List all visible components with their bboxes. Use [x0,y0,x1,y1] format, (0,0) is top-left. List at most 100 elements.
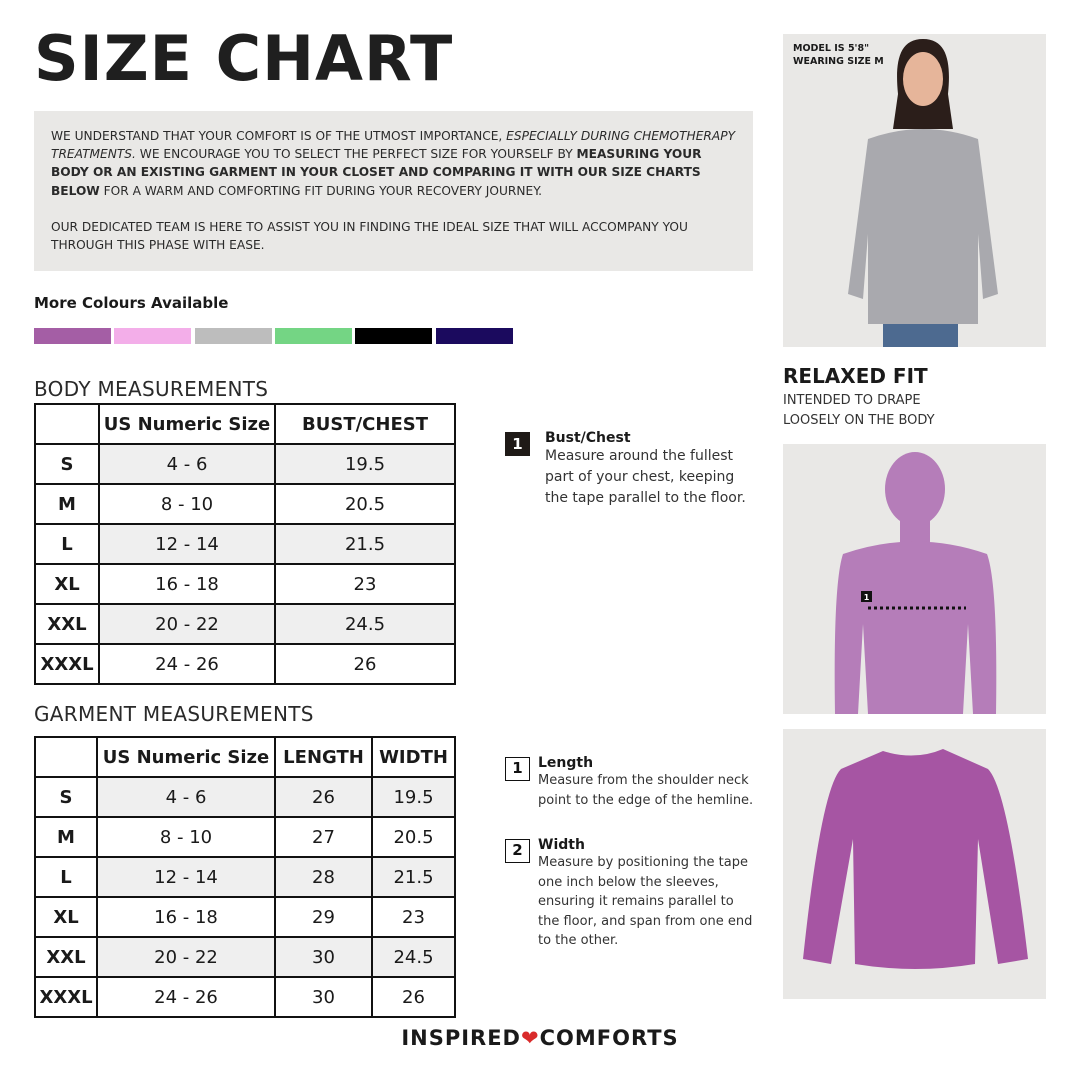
header-cell [34,403,100,445]
bust-guide-text: Bust/Chest Measure around the fullest pa… [545,430,760,509]
value-cell: 21.5 [274,523,456,565]
size-cell: L [34,856,98,898]
value-cell: 8 - 10 [96,816,276,858]
value-cell: 16 - 18 [96,896,276,938]
table-row: XL 16 - 18 29 23 [34,896,456,938]
step-number: 1 [505,757,530,781]
header-cell: US Numeric Size [96,736,276,778]
value-cell: 24 - 26 [98,643,276,685]
shirt-icon [803,749,1028,969]
garment-measurements-heading: GARMENT MEASUREMENTS [34,702,314,726]
value-cell: 19.5 [371,776,456,818]
table-row: XXXL 24 - 26 26 [34,643,456,685]
brand-right: COMFORTS [539,1026,679,1050]
colour-swatch[interactable] [274,328,352,344]
page-title: SIZE CHART [34,22,454,95]
value-cell: 20.5 [371,816,456,858]
guide-description: Measure from the shoulder neck point to … [538,773,754,808]
intro-paragraph-2: OUR DEDICATED TEAM IS HERE TO ASSIST YOU… [51,219,688,253]
fit-description: INTENDED TO DRAPE LOOSELY ON THE BODY [783,391,935,430]
value-cell: 30 [274,936,373,978]
header-cell: LENGTH [274,736,373,778]
value-cell: 28 [274,856,373,898]
colour-swatch[interactable] [355,328,433,344]
table-row: L 12 - 14 28 21.5 [34,856,456,898]
value-cell: 24.5 [371,936,456,978]
body-figure: 1 [783,444,1046,714]
colour-swatch[interactable] [34,328,111,344]
size-cell: M [34,483,100,525]
fit-title: RELAXED FIT [783,364,928,388]
step-number: 2 [505,839,530,863]
value-cell: 4 - 6 [96,776,276,818]
fit-text: INTENDED TO DRAPE [783,393,921,408]
garment-figure [783,729,1046,999]
bust-guide: 1 [505,432,530,456]
table-row: XXL 20 - 22 24.5 [34,603,456,645]
value-cell: 16 - 18 [98,563,276,605]
guide-description: Measure around the fullest part of your … [545,448,746,506]
size-cell: XXL [34,603,100,645]
value-cell: 23 [274,563,456,605]
value-cell: 29 [274,896,373,938]
value-cell: 26 [371,976,456,1018]
model-photo: MODEL IS 5'8" WEARING SIZE M [783,34,1046,347]
value-cell: 24.5 [274,603,456,645]
size-cell: XL [34,896,98,938]
table-row: XXXL 24 - 26 30 26 [34,976,456,1018]
width-guide: Width Measure by positioning the tape on… [538,837,758,951]
length-guide: Length Measure from the shoulder neck po… [538,755,758,810]
model-height: MODEL IS 5'8" [793,43,870,54]
value-cell: 26 [274,643,456,685]
value-cell: 26 [274,776,373,818]
intro-emphasis: ESPECIALLY DURING CHEMOTHERAPY TREATMENT… [51,129,736,162]
value-cell: 8 - 10 [98,483,276,525]
value-cell: 27 [274,816,373,858]
colour-swatch[interactable] [194,328,272,344]
value-cell: 20.5 [274,483,456,525]
chest-marker: 1 [864,593,870,602]
brand-left: INSPIRED [401,1026,521,1050]
guide-title: Length [538,755,594,771]
guide-title: Width [538,837,585,853]
header-cell [34,736,98,778]
colours-label: More Colours Available [34,294,229,312]
colour-swatch[interactable] [435,328,513,344]
heart-icon: ❤ [521,1026,540,1050]
intro-bold: MEASURING YOUR BODY OR AN EXISTING GARME… [51,147,702,198]
size-cell: L [34,523,100,565]
value-cell: 21.5 [371,856,456,898]
value-cell: 20 - 22 [96,936,276,978]
colour-swatch[interactable] [114,328,192,344]
value-cell: 23 [371,896,456,938]
intro-text: WE ENCOURAGE YOU TO SELECT THE PERFECT S… [135,147,577,162]
header-cell: BUST/CHEST [274,403,456,445]
size-cell: XXL [34,936,98,978]
value-cell: 24 - 26 [96,976,276,1018]
value-cell: 4 - 6 [98,443,276,485]
intro-paragraph-1: WE UNDERSTAND THAT YOUR COMFORT IS OF TH… [51,127,736,200]
size-cell: XL [34,563,100,605]
size-cell: XXXL [34,976,98,1018]
value-cell: 12 - 14 [96,856,276,898]
body-silhouette-icon: 1 [834,452,997,714]
size-cell: XXXL [34,643,100,685]
header-cell: WIDTH [371,736,456,778]
guide-title: Bust/Chest [545,430,631,446]
value-cell: 12 - 14 [98,523,276,565]
table-row: XXL 20 - 22 30 24.5 [34,936,456,978]
intro-text: FOR A WARM AND COMFORTING FIT DURING YOU… [99,183,543,198]
model-image [848,39,998,347]
value-cell: 20 - 22 [98,603,276,645]
table-row: L 12 - 14 21.5 [34,523,456,565]
intro-text: WE UNDERSTAND THAT YOUR COMFORT IS OF TH… [51,129,507,143]
value-cell: 30 [274,976,373,1018]
brand-logo: INSPIRED❤COMFORTS [0,1026,1080,1050]
header-cell: US Numeric Size [98,403,276,445]
size-cell: S [34,776,98,818]
